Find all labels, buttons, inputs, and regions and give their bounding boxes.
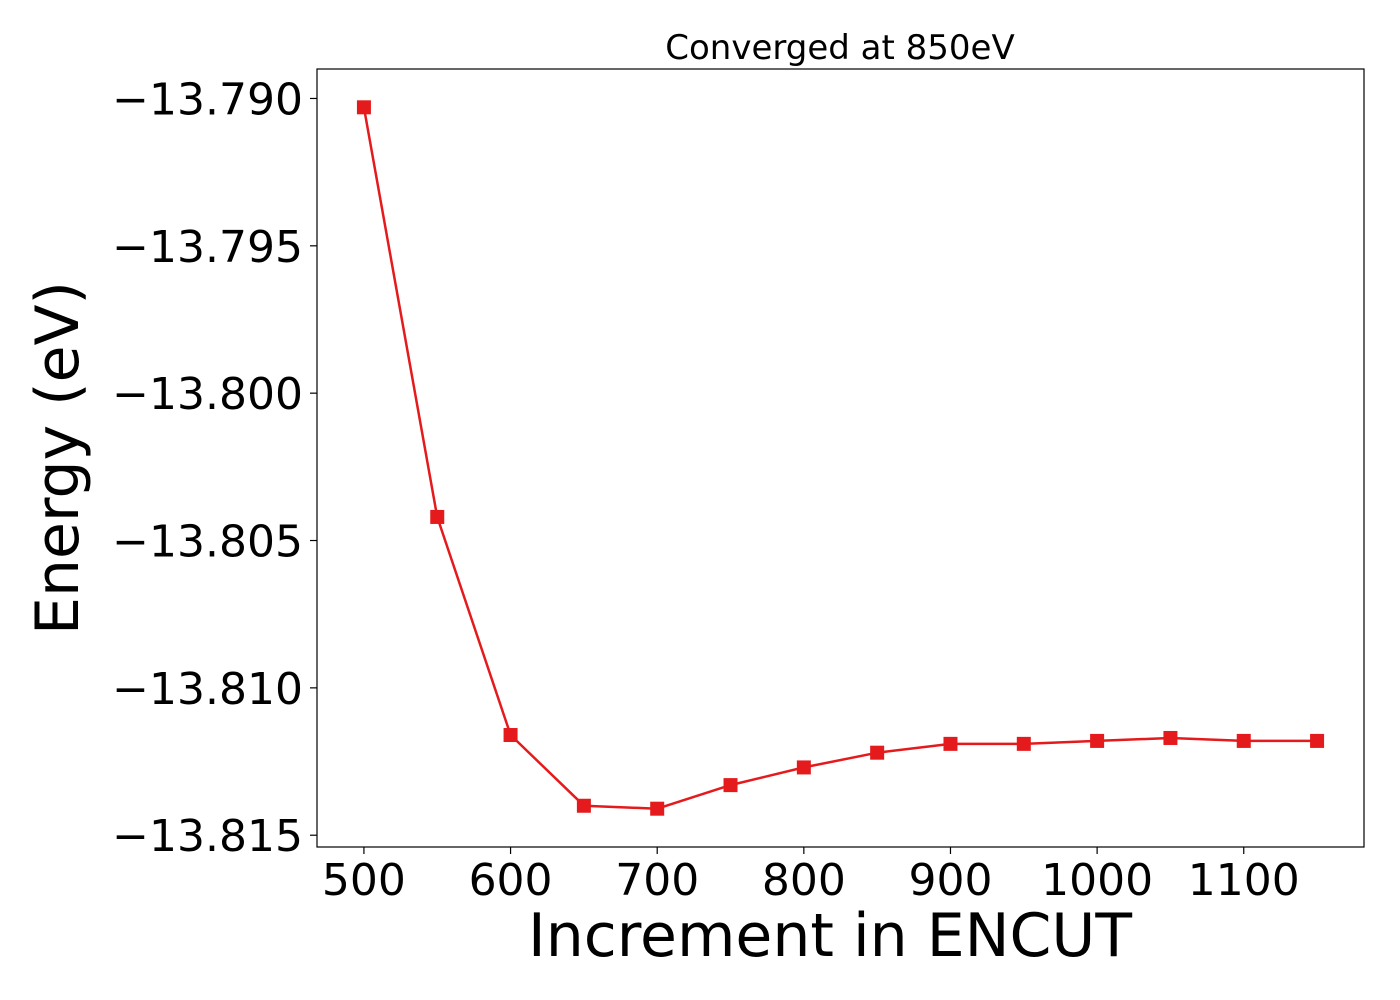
plot-area-frame [316, 68, 1365, 848]
y-tick-label: −13.795 [112, 222, 303, 273]
y-tick-label: −13.790 [112, 74, 303, 125]
chart-title: Converged at 850eV [665, 28, 1014, 68]
data-point-marker [356, 100, 371, 115]
series-line [362, 107, 1318, 810]
series-layer [356, 100, 1325, 816]
data-point-marker [650, 801, 665, 816]
data-point-marker [430, 509, 445, 524]
x-tick-label: 900 [908, 855, 992, 906]
y-axis-label: Energy (eV) [23, 281, 93, 635]
y-tick-label: −13.815 [112, 811, 303, 862]
x-axis-label: Increment in ENCUT [528, 901, 1132, 971]
data-point-marker [1090, 733, 1105, 748]
x-axis-ticks: 500 600 700 800 900 1000 1100 [322, 847, 1300, 906]
data-point-marker [943, 736, 958, 751]
data-point-marker [576, 798, 591, 813]
x-tick-label: 600 [469, 855, 553, 906]
x-tick-label: 700 [615, 855, 699, 906]
data-point-marker [1163, 730, 1178, 745]
x-tick-label: 800 [762, 855, 846, 906]
y-tick-label: −13.805 [112, 517, 303, 568]
x-tick-label: 1100 [1188, 855, 1300, 906]
data-point-marker [503, 728, 518, 743]
y-axis-ticks: −13.790 −13.795 −13.800 −13.805 −13.810 −13.8… [112, 74, 317, 862]
data-point-marker [1016, 736, 1031, 751]
y-tick-label: −13.810 [112, 664, 303, 715]
x-tick-label: 1000 [1041, 855, 1153, 906]
data-point-marker [723, 778, 738, 793]
x-tick-label: 500 [322, 855, 406, 906]
y-tick-label: −13.800 [112, 369, 303, 420]
data-point-marker [1236, 733, 1251, 748]
data-point-marker [1310, 733, 1325, 748]
data-point-marker [796, 760, 811, 775]
data-point-marker [870, 745, 885, 760]
